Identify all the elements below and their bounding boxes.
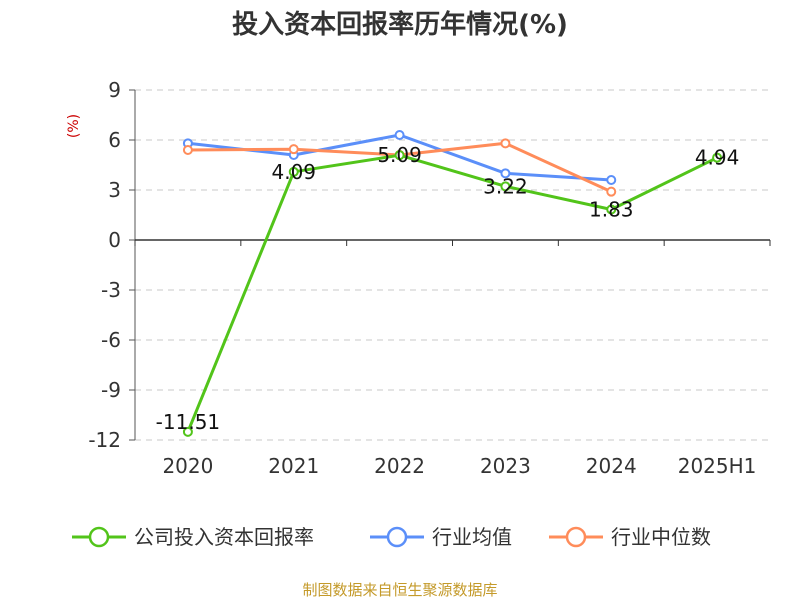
series-point-0 <box>394 150 405 161</box>
data-label: 4.94 <box>695 146 740 170</box>
x-tick-label: 2025H1 <box>678 454 757 478</box>
data-label: 5.09 <box>377 143 422 167</box>
series-point-0 <box>288 166 299 177</box>
x-tick-label: 2021 <box>268 454 319 478</box>
y-tick-label: -12 <box>88 428 121 452</box>
legend-label: 公司投入资本回报率 <box>134 525 314 549</box>
y-tick-label: -3 <box>101 278 121 302</box>
series-point-0 <box>712 152 723 163</box>
series-point-1 <box>394 130 405 140</box>
series-lines <box>182 130 723 437</box>
axes: 9 6 3 0 -3 -6 -9 -12 2020 2021 2022 2023 2024 2025H1 <box>88 78 771 478</box>
x-tick-label: 2024 <box>586 454 637 478</box>
y-tick-label: 0 <box>108 228 121 252</box>
series-point-1 <box>606 175 617 185</box>
legend[interactable]: 公司投入资本回报率 行业均值 行业中位数 <box>72 525 711 549</box>
legend-marker-icon <box>88 526 110 548</box>
data-label: 4.09 <box>271 160 316 184</box>
legend-marker-icon <box>386 526 408 548</box>
y-tick-label: 3 <box>108 178 121 202</box>
series-point-2 <box>288 144 299 155</box>
chart-title: 投入资本回报率历年情况(%) <box>232 9 568 40</box>
grid <box>135 89 770 441</box>
y-axis-label: (%) <box>66 114 82 138</box>
data-label: 3.22 <box>483 174 528 198</box>
legend-item-2[interactable]: 行业中位数 <box>549 525 711 549</box>
series-line-0 <box>186 153 718 433</box>
y-tick-label: 9 <box>108 78 121 102</box>
legend-label: 行业均值 <box>432 525 512 549</box>
x-tick-label: 2020 <box>162 454 213 478</box>
x-tick-label: 2022 <box>374 454 425 478</box>
x-tick-label: 2023 <box>480 454 531 478</box>
y-tick-label: 6 <box>108 128 121 152</box>
series-point-0 <box>182 426 193 437</box>
y-tick-label: -6 <box>101 328 121 352</box>
legend-item-0[interactable]: 公司投入资本回报率 <box>72 525 314 549</box>
series-point-2 <box>500 138 511 149</box>
series-point-0 <box>606 204 617 215</box>
source-footer: 制图数据来自恒生聚源数据库 <box>302 581 497 599</box>
series-point-2 <box>606 186 617 197</box>
data-label: 1.83 <box>589 198 634 222</box>
data-labels: -11.51 4.09 5.09 3.22 1.83 4.94 <box>156 143 740 434</box>
legend-marker-icon <box>565 526 587 548</box>
series-point-1 <box>500 168 511 179</box>
legend-item-1[interactable]: 行业均值 <box>370 525 512 549</box>
y-tick-label: -9 <box>101 378 121 402</box>
series-point-2 <box>182 145 193 155</box>
series-point-0 <box>500 181 511 192</box>
legend-label: 行业中位数 <box>611 525 711 549</box>
data-label: -11.51 <box>156 410 220 434</box>
